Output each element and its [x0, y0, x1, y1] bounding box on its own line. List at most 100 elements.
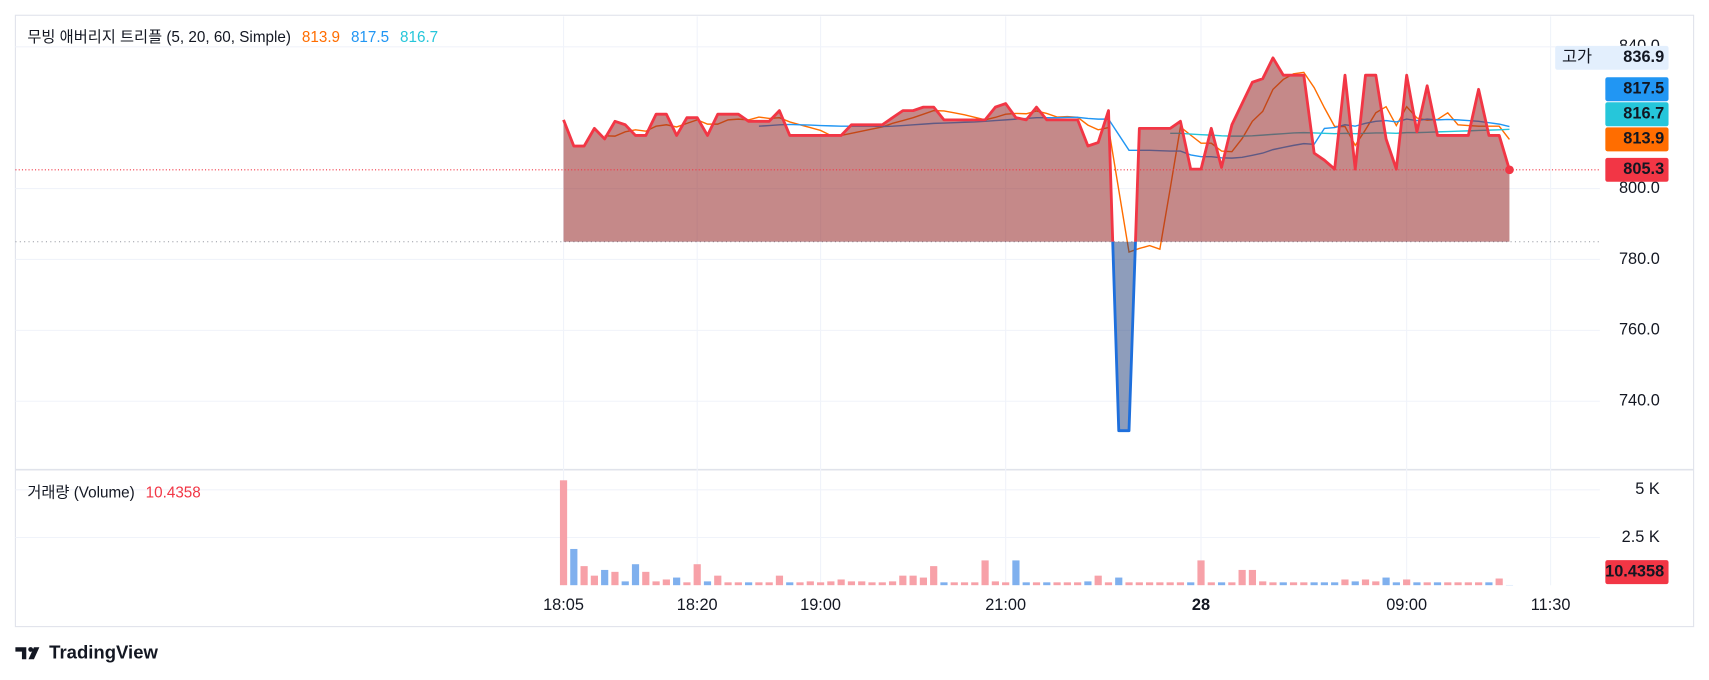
volume-bar [1217, 582, 1226, 586]
x-tick-label: 21:00 [985, 596, 1026, 614]
volume-bar [1454, 582, 1462, 586]
volume-bar [1269, 582, 1277, 586]
volume-bar [1228, 582, 1236, 586]
volume-bar [1300, 582, 1308, 586]
area-above [563, 57, 1510, 242]
volume-bar [683, 582, 691, 586]
volume-bar [1156, 582, 1164, 586]
volume-bar [919, 577, 927, 586]
volume-bar [1382, 577, 1390, 586]
volume-bar [1115, 577, 1123, 586]
high-label: 고가 [1562, 48, 1592, 66]
volume-bar [1495, 578, 1503, 586]
volume-bar [888, 581, 897, 586]
volume-bar [950, 582, 958, 586]
volume-bar [1320, 582, 1328, 586]
volume-bar [1166, 582, 1174, 586]
volume-bar [1207, 582, 1215, 586]
axis-value-label: 816.7 [1623, 105, 1664, 123]
volume-bar [1094, 575, 1102, 586]
volume-bar [971, 582, 979, 586]
logo-mark [15, 647, 27, 660]
volume-bar [909, 575, 917, 586]
y-tick-label: 780.0 [1619, 250, 1660, 268]
volume-legend: 거래량 (Volume) 10.4358 [27, 485, 200, 502]
x-tick-label: 18:20 [677, 596, 718, 614]
logo-mark [28, 647, 40, 660]
volume-bar [991, 581, 999, 586]
volume-bar [631, 564, 640, 586]
volume-bar [693, 564, 701, 586]
last-price-dot [1505, 165, 1514, 175]
volume-bar [1289, 582, 1298, 586]
logo [15, 647, 40, 660]
x-tick-label: 19:00 [800, 596, 841, 614]
volume-bar [1259, 581, 1267, 586]
y-tick-label: 760.0 [1619, 321, 1660, 339]
axis-value-label: 805.3 [1623, 160, 1664, 178]
volume-bar [1464, 582, 1472, 586]
volume-bar [930, 566, 938, 586]
volume-bar [611, 571, 619, 586]
volume-bar [858, 581, 866, 586]
volume-bar [1475, 582, 1483, 586]
volume-bar [1279, 582, 1287, 586]
volume-bar [1012, 560, 1020, 586]
volume-bar [899, 575, 907, 586]
volume-bar [847, 581, 856, 586]
chart-frame [14, 14, 1695, 628]
volume-bar [1053, 582, 1061, 586]
volume-bar [837, 579, 845, 586]
legend-value: 813.9 [302, 29, 340, 46]
volume-bar [1372, 581, 1380, 586]
volume-bar [1176, 582, 1185, 586]
volume-bar [1074, 582, 1082, 586]
volume-bar [673, 577, 681, 586]
y-tick-label: 2.5 K [1622, 528, 1660, 546]
volume-bar [1063, 582, 1071, 586]
volume-bar [570, 548, 578, 586]
volume-bar [1341, 579, 1349, 586]
volume-bar [775, 575, 784, 586]
volume-bar [1248, 569, 1257, 586]
volume-bar [1104, 582, 1113, 586]
volume-bar [621, 581, 629, 586]
axis-value-box [1605, 127, 1669, 152]
volume-bar [590, 575, 598, 586]
high-box [1555, 45, 1669, 70]
volume-bar [714, 575, 722, 586]
volume-bar [940, 582, 948, 586]
axis-value-box [1605, 102, 1669, 127]
indicator-legend: 무빙 애버리지 트리플 (5, 20, 60, Simple) 813.9 817.… [27, 29, 438, 46]
volume-bar [1084, 581, 1092, 586]
volume-bar [724, 582, 732, 586]
volume-bar [1238, 569, 1246, 586]
volume-bar [868, 582, 876, 586]
x-tick-label: 11:30 [1531, 596, 1571, 614]
volume-bar [1361, 579, 1370, 586]
volume-bar [1351, 581, 1359, 586]
volume-bar [1197, 560, 1205, 586]
y-tick-label: 5 K [1635, 480, 1660, 498]
volume-bar [878, 582, 886, 586]
volume-bar [981, 560, 989, 586]
volume-bar [1310, 582, 1318, 586]
x-tick-label: 09:00 [1386, 596, 1427, 614]
volume-bar [1485, 582, 1493, 586]
volume-bar [1125, 582, 1133, 586]
volume-title: 거래량 (Volume) [27, 485, 134, 502]
volume-bar [786, 582, 794, 586]
indicator-title: 무빙 애버리지 트리플 (5, 20, 60, Simple) [27, 29, 291, 46]
volume-bar [816, 582, 825, 586]
axis-value-label: 813.9 [1623, 130, 1664, 148]
legend-value: 816.7 [400, 29, 438, 46]
volume-bar [1022, 582, 1030, 586]
volume-bar [745, 582, 753, 586]
volume-bar [755, 582, 763, 586]
volume-bar [1135, 582, 1143, 586]
volume-bar [662, 579, 670, 586]
axis-value-label: 10.4358 [1605, 562, 1664, 580]
axis-value-box [1605, 157, 1669, 182]
volume-bar [1413, 582, 1421, 586]
